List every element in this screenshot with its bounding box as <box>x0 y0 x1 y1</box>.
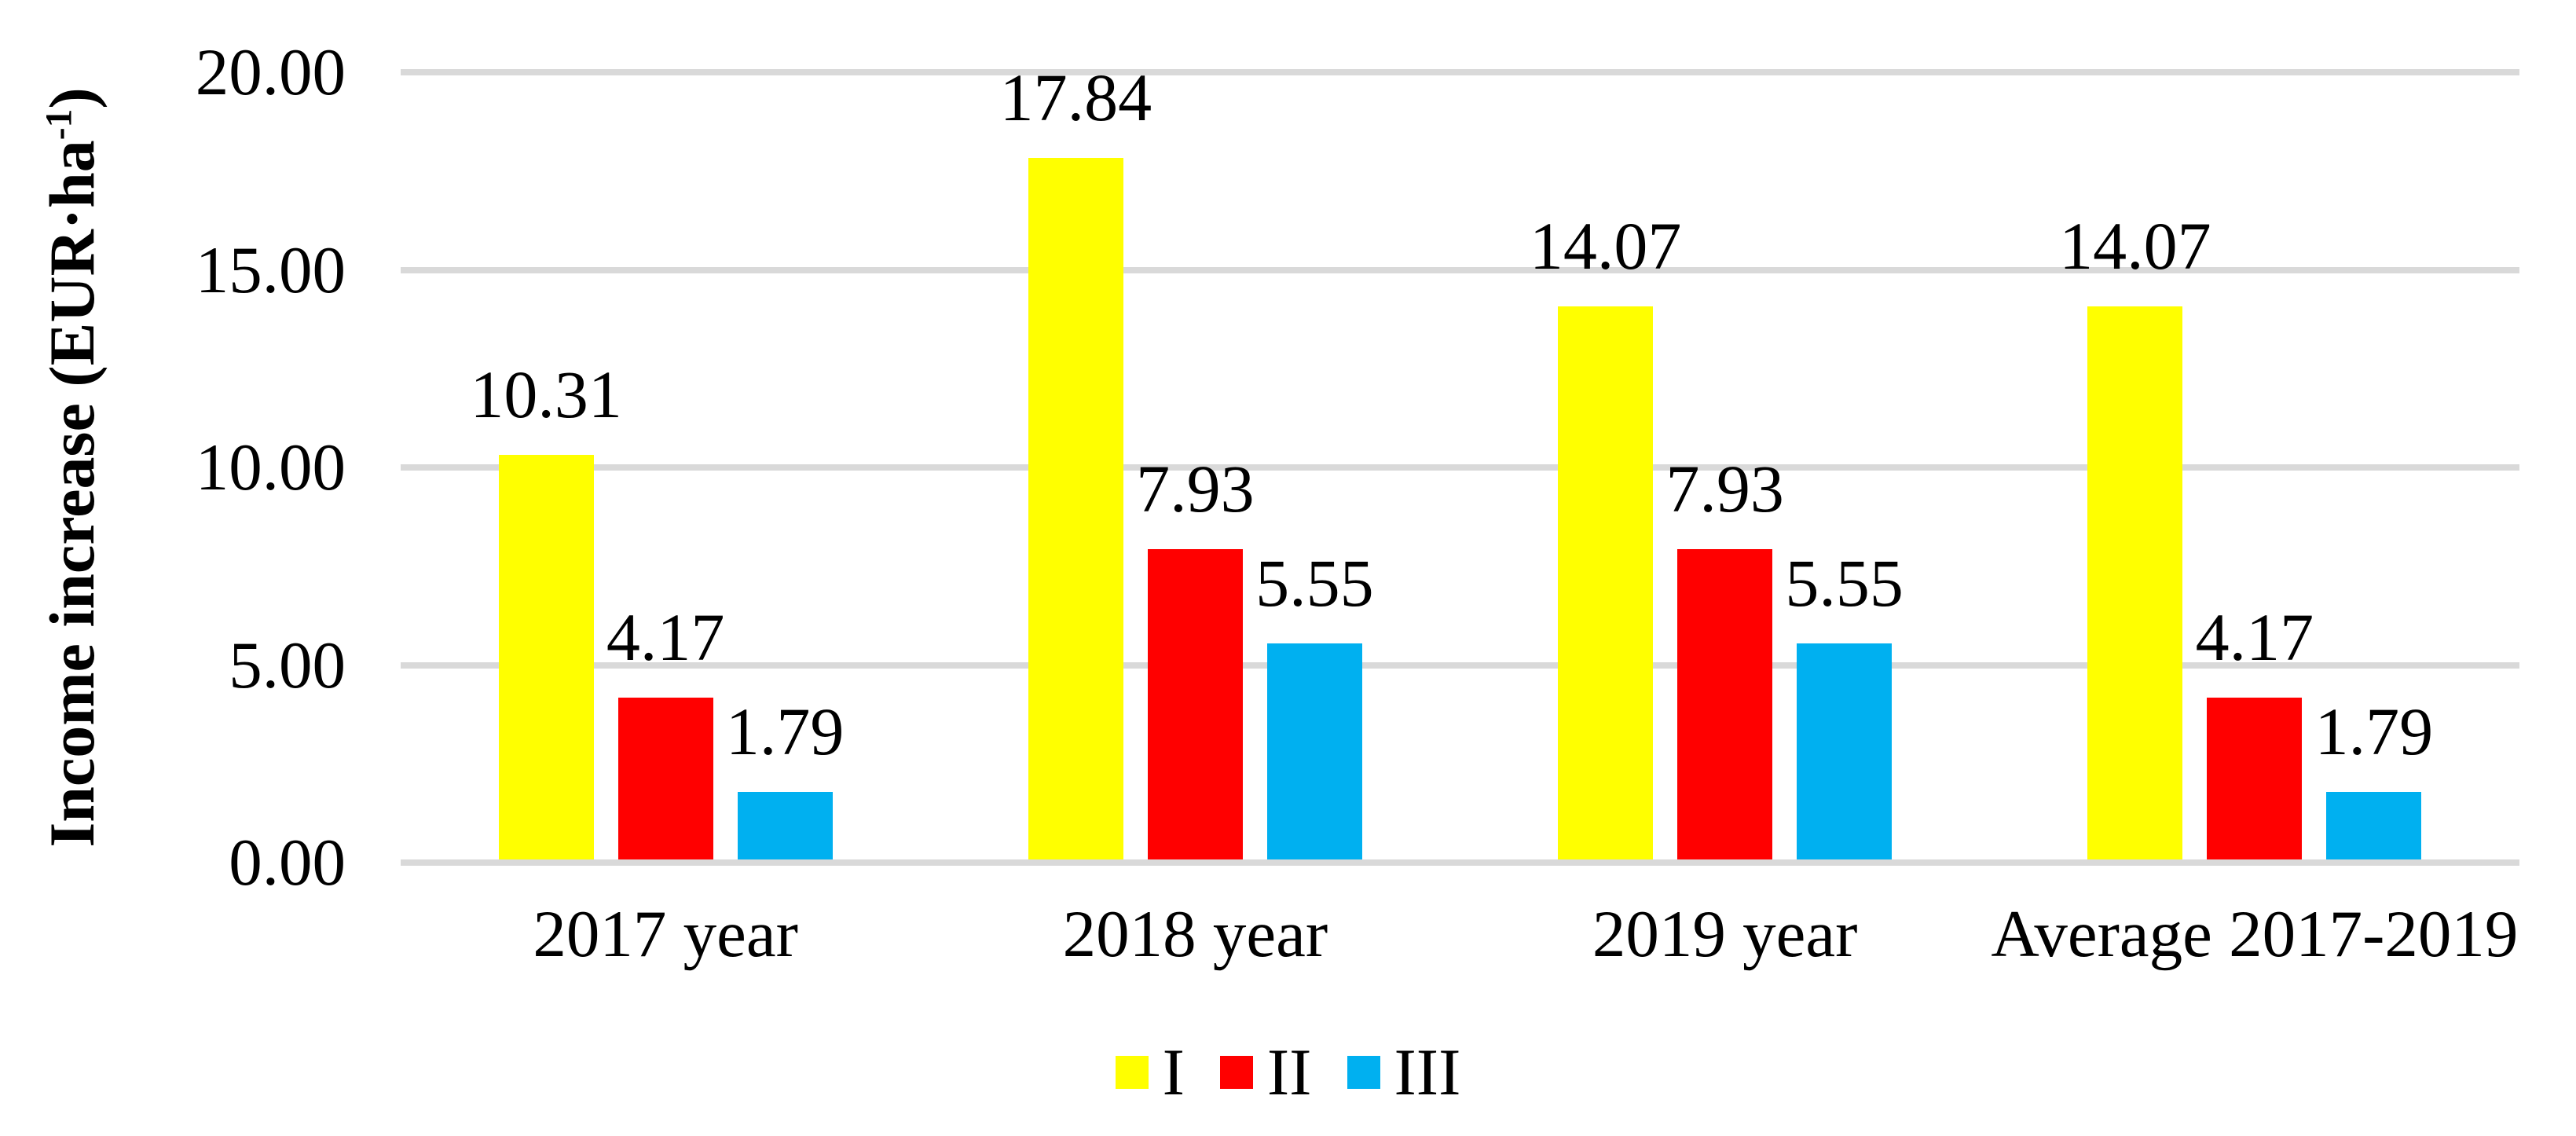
bar-column-series-I: 14.07 <box>2059 212 2211 863</box>
bar-column-series-II: 7.93 <box>1136 455 1255 863</box>
bar-series-III <box>1797 643 1893 863</box>
bar-column-series-III: 1.79 <box>726 698 844 863</box>
bar-value-label: 1.79 <box>725 693 845 769</box>
bar-column-series-I: 17.84 <box>1000 64 1152 863</box>
bar-column-series-II: 4.17 <box>2196 603 2314 863</box>
bar-value-label: 7.93 <box>1136 451 1255 527</box>
bar-value-label: 1.79 <box>2314 693 2434 769</box>
bar-series-III <box>737 791 833 863</box>
bar-value-label: 7.93 <box>1665 451 1784 527</box>
legend-item-I: I <box>1115 1035 1185 1109</box>
gridline <box>401 69 2519 75</box>
y-tick-label: 15.00 <box>195 233 346 307</box>
plot-area: 10.31 4.17 1.79 17.84 7.93 5.55 14.07 7.93 5.55 1… <box>401 64 2519 866</box>
bar-group: 14.07 7.93 5.55 <box>1460 72 1990 863</box>
bar-series-I <box>498 455 594 863</box>
bar-group: 14.07 4.17 1.79 <box>1990 72 2519 863</box>
bar-column-series-III: 5.55 <box>1255 549 1374 863</box>
gridline <box>401 266 2519 273</box>
y-tick-label: 0.00 <box>229 826 346 900</box>
bar-series-I <box>1558 306 1654 863</box>
x-axis-line <box>401 859 2519 866</box>
bar-column-series-II: 7.93 <box>1665 455 1784 863</box>
bar-group: 17.84 7.93 5.55 <box>930 64 1460 863</box>
legend-item-II: II <box>1219 1035 1312 1109</box>
legend-label: I <box>1162 1035 1185 1109</box>
bar-column-series-II: 4.17 <box>606 603 724 863</box>
bar-column-series-III: 5.55 <box>1785 549 1904 863</box>
x-category-label: Average 2017-2019 <box>1991 897 2519 971</box>
gridline <box>401 464 2519 471</box>
bar-series-II <box>2207 698 2303 863</box>
bar-column-series-III: 1.79 <box>2315 698 2433 863</box>
bar-column-series-I: 14.07 <box>1530 212 1681 863</box>
bar-value-label: 10.31 <box>470 357 622 433</box>
x-category-label: 2019 year <box>1592 897 1858 971</box>
y-axis-title-superscript: -1 <box>38 108 80 141</box>
x-category-label: 2017 year <box>533 897 798 971</box>
x-category-label: 2018 year <box>1062 897 1328 971</box>
bar-value-label: 5.55 <box>1785 544 1904 621</box>
bar-group: 10.31 4.17 1.79 <box>401 72 930 863</box>
bar-series-III <box>1266 643 1362 863</box>
bar-series-II <box>1677 549 1773 863</box>
legend-swatch-icon <box>1219 1056 1253 1089</box>
bar-groups: 10.31 4.17 1.79 17.84 7.93 5.55 14.07 7.93 5.55 1… <box>401 64 2519 863</box>
legend-label: III <box>1394 1035 1461 1109</box>
bar-series-II <box>1147 549 1243 863</box>
bar-value-label: 14.07 <box>1529 208 1682 284</box>
y-tick-label: 20.00 <box>195 35 346 109</box>
bar-column-series-I: 10.31 <box>470 361 622 863</box>
bar-value-label: 17.84 <box>999 59 1152 135</box>
bar-series-III <box>2326 791 2422 863</box>
bar-value-label: 14.07 <box>2059 208 2211 284</box>
bar-value-label: 4.17 <box>606 599 725 676</box>
bar-series-II <box>617 698 713 863</box>
bar-series-I <box>1028 157 1123 863</box>
y-tick-label: 10.00 <box>195 431 346 504</box>
bar-value-label: 5.55 <box>1255 544 1374 621</box>
legend-swatch-icon <box>1347 1056 1380 1089</box>
legend-label: II <box>1266 1035 1312 1109</box>
legend: I II III <box>0 1039 2576 1106</box>
bar-series-I <box>2087 306 2183 863</box>
legend-swatch-icon <box>1115 1056 1149 1089</box>
y-tick-label: 5.00 <box>229 628 346 702</box>
x-axis-category-labels: 2017 year 2018 year 2019 year Average 2017-… <box>401 901 2519 968</box>
gridline <box>401 661 2519 669</box>
legend-item-III: III <box>1347 1035 1461 1109</box>
bar-value-label: 4.17 <box>2195 599 2314 676</box>
